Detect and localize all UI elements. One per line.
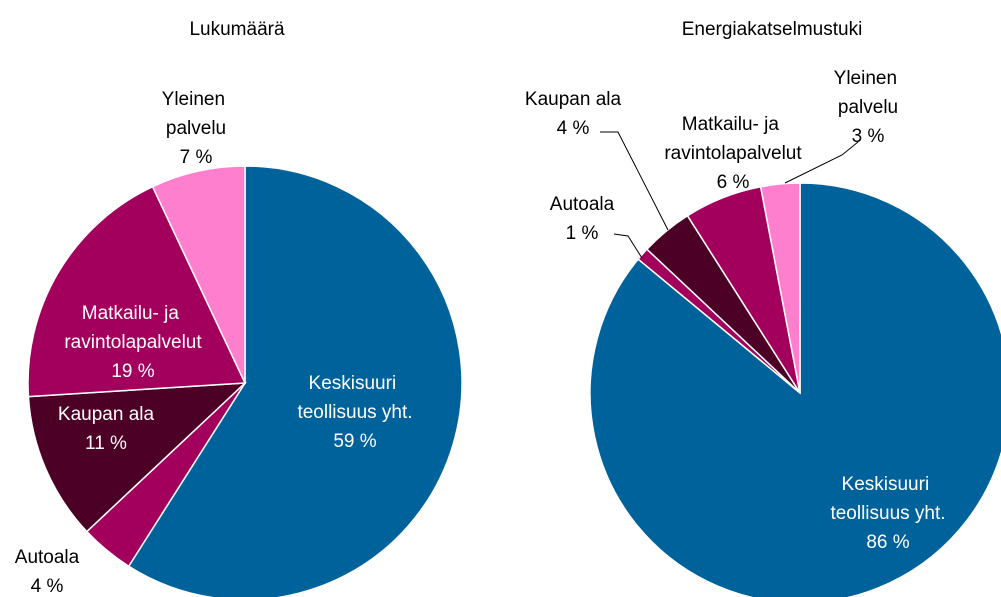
pie-slice xyxy=(27,185,247,398)
value-label: 4 % xyxy=(31,576,64,597)
value-label: 4 % xyxy=(557,118,590,139)
value-label: 7 % xyxy=(180,147,213,168)
value-label: 19 % xyxy=(111,361,154,382)
value-label: 11 % xyxy=(85,433,127,454)
value-label: 1 % xyxy=(566,223,599,244)
slice-label: Kaupan ala xyxy=(525,89,622,110)
slice-label: Matkailu- ja ravintolapalvelut xyxy=(664,114,802,164)
slice-label: Keskisuuri teollisuus yht. xyxy=(297,373,412,423)
chart-title: Lukumäärä xyxy=(189,19,284,40)
pie-slice xyxy=(151,165,246,384)
leader-lines xyxy=(600,131,859,259)
value-label: 59 % xyxy=(333,431,376,452)
pie-slice xyxy=(759,182,801,394)
value-label: 3 % xyxy=(852,126,885,147)
slice-label: Kaupan ala xyxy=(58,404,155,425)
chart-title: Energiakatselmustuki xyxy=(682,19,863,40)
slice-label: Yleinen palvelu xyxy=(834,68,903,118)
leader-line xyxy=(600,131,669,231)
slice-label: Yleinen palvelu xyxy=(162,89,231,139)
slice-label: Keskisuuri teollisuus yht. xyxy=(830,474,945,524)
pie-slice xyxy=(127,165,463,597)
leader-line xyxy=(613,233,643,259)
leader-line xyxy=(784,141,859,184)
slice-label: Autoala xyxy=(550,194,615,215)
value-label: 6 % xyxy=(717,172,750,193)
slice-label: Matkailu- ja ravintolapalvelut xyxy=(64,303,202,353)
slice-label: Autoala xyxy=(15,547,80,568)
value-label: 86 % xyxy=(866,532,909,553)
pie-slice xyxy=(27,382,248,533)
